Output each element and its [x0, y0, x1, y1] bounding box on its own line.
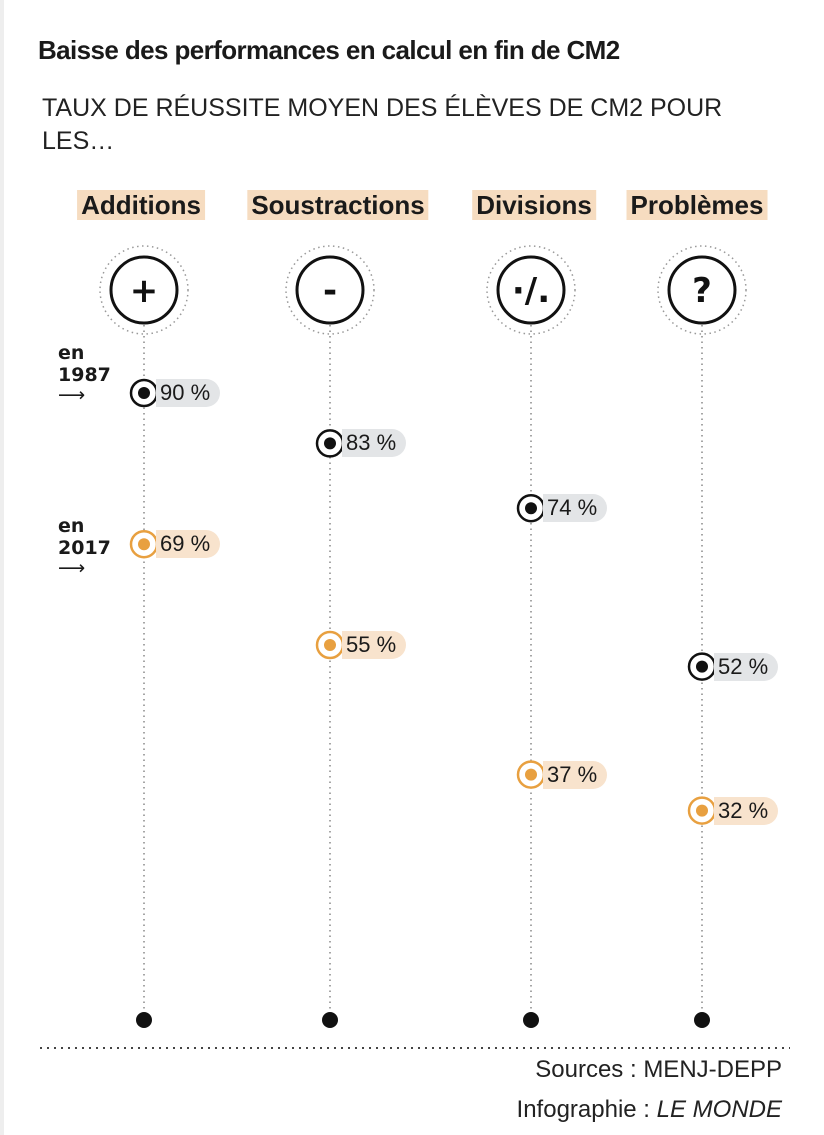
credit-brand: LE MONDE [656, 1096, 782, 1123]
axis-end-dot [322, 1012, 338, 1028]
category-soustractions: Soustractions [247, 190, 429, 220]
data-point-2017 [138, 538, 150, 551]
data-point-1987 [324, 437, 336, 450]
icon-outer-ring [99, 245, 189, 335]
icon-outer-ring [285, 245, 375, 335]
operation-icon-minus: - [323, 271, 337, 311]
data-point-2017 [324, 639, 336, 651]
arrow-right-icon: ⟶ [58, 384, 86, 406]
chart-title: Baisse des performances en calcul en fin… [38, 35, 620, 65]
axis-end-dot [694, 1012, 710, 1028]
category-divisions: Divisions [472, 190, 596, 220]
axis-end-dot [136, 1012, 152, 1028]
data-label-2017: 55 % [342, 631, 407, 659]
data-label-1987: 52 % [714, 652, 779, 681]
data-label-1987: 74 % [543, 494, 608, 523]
credit-prefix: Infographie : [516, 1096, 657, 1123]
legend-1987-en: en [58, 342, 85, 364]
operation-icon-divide: ·/. [512, 271, 550, 311]
data-label-2017: 37 % [543, 760, 608, 789]
data-point-1987 [525, 502, 537, 515]
icon-outer-ring [486, 245, 576, 335]
chart-subtitle: TAUX DE RÉUSSITE MOYEN DES ÉLÈVES DE CM2… [42, 94, 723, 155]
category-additions: Additions [77, 190, 205, 220]
data-label-1987: 90 % [156, 379, 221, 407]
icon-circle [109, 255, 179, 325]
data-point-1987 [138, 387, 150, 399]
legend-2017-year: 2017 [58, 537, 111, 559]
operation-icon-plus: + [130, 271, 159, 311]
legend-2017-en: en [58, 515, 85, 537]
arrow-right-icon: ⟶ [58, 557, 86, 579]
credit: Infographie : LE MONDE [517, 1095, 782, 1125]
data-label-1987: 83 % [342, 429, 407, 458]
data-point-1987 [696, 660, 708, 673]
icon-circle [667, 255, 737, 325]
sources: Sources : MENJ-DEPP [535, 1056, 782, 1083]
axis-end-dot [523, 1012, 539, 1028]
legend-1987-year: 1987 [58, 364, 111, 386]
dot-plot: + - ·/.? [40, 245, 790, 1049]
icon-circle [496, 255, 566, 325]
data-point-2017 [696, 804, 708, 817]
data-label-2017: 32 % [714, 796, 779, 825]
data-point-2017 [525, 768, 537, 781]
icon-circle [295, 255, 365, 325]
category-problemes: Problèmes [626, 190, 768, 220]
icon-outer-ring [657, 245, 747, 335]
data-label-2017: 69 % [156, 530, 221, 559]
operation-icon-question: ? [692, 271, 712, 311]
